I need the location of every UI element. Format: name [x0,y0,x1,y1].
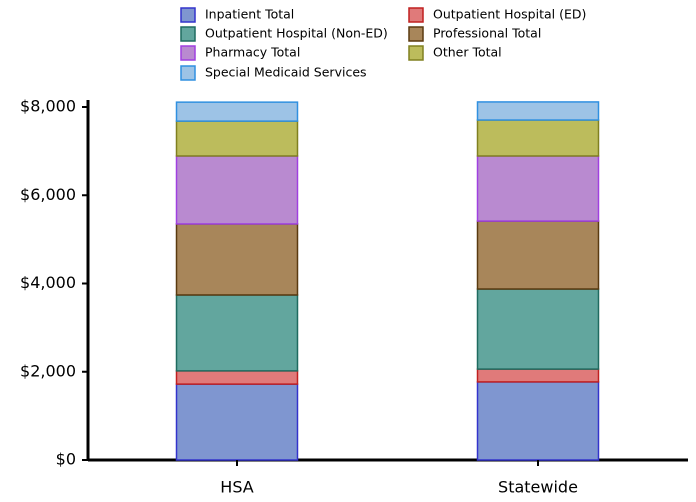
legend-label: Inpatient Total [205,7,294,22]
legend-swatch [408,7,424,23]
bar-segment [476,101,600,121]
bar-segment [175,155,299,225]
legend-swatch [180,7,196,23]
legend-label: Outpatient Hospital (ED) [433,7,586,22]
legend-label: Professional Total [433,26,541,41]
legend-label: Pharmacy Total [205,45,300,60]
y-tick-label: $2,000 [20,361,76,380]
bar-segment [175,370,299,385]
legend-swatch [408,26,424,42]
bar-segment [175,383,299,461]
legend-swatch [180,65,196,81]
legend-swatch [408,45,424,61]
legend-label: Outpatient Hospital (Non-ED) [205,26,388,41]
legend-label: Other Total [433,45,502,60]
bar-segment [175,120,299,157]
bar-segment [476,155,600,222]
bar-segment [476,220,600,290]
legend-swatch [180,45,196,61]
bar-segment [175,294,299,372]
bar-segment [175,223,299,296]
x-tick-label: HSA [220,478,253,497]
bar-segment [175,101,299,122]
y-tick-label: $8,000 [20,97,76,116]
x-tick-label: Statewide [498,478,578,497]
legend-swatch [180,26,196,42]
bar-segment [476,368,600,383]
y-tick-label: $4,000 [20,273,76,292]
bar-segment [476,119,600,157]
y-tick-label: $6,000 [20,185,76,204]
bar-segment [476,381,600,461]
y-tick-label: $0 [56,450,76,469]
legend-label: Special Medicaid Services [205,65,367,80]
bar-segment [476,288,600,370]
